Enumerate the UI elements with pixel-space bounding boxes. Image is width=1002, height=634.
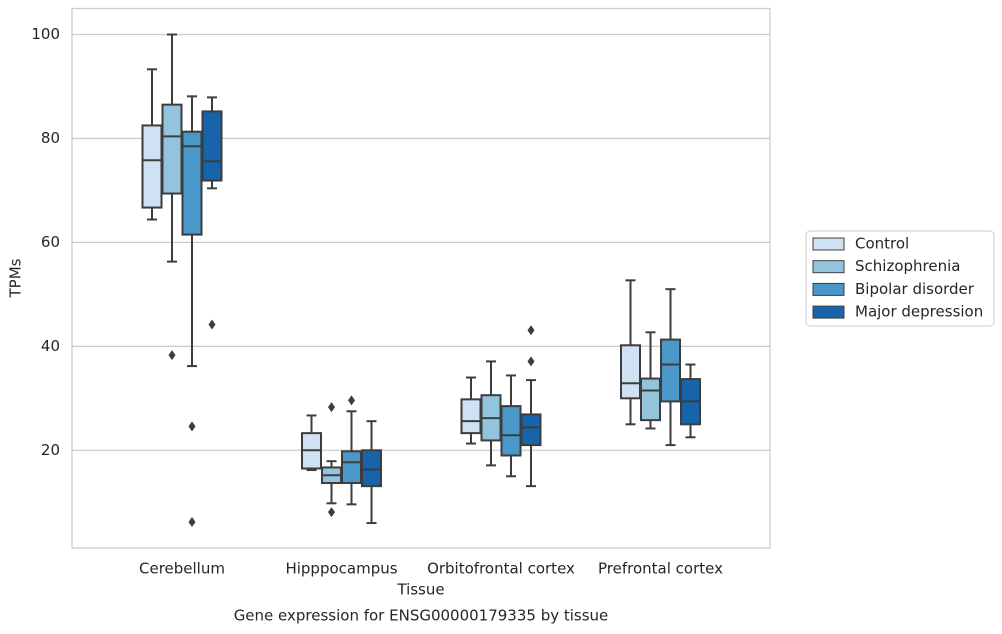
legend	[805, 230, 995, 327]
box	[640, 377, 661, 422]
box	[361, 449, 382, 488]
legend-swatch	[812, 282, 845, 296]
box	[201, 110, 223, 182]
x-tick-label: Cerebellum	[139, 560, 225, 578]
box	[500, 405, 522, 457]
box	[460, 398, 482, 435]
outlier	[527, 325, 535, 336]
box	[341, 450, 362, 485]
outlier	[208, 319, 216, 330]
plot-area	[71, 7, 771, 549]
outlier	[348, 395, 355, 406]
outlier	[168, 350, 176, 361]
y-tick-label: 40	[41, 337, 60, 355]
x-axis-label: Tissue	[396, 581, 444, 599]
outlier	[188, 517, 196, 528]
x-tick-label: Hipppocampus	[285, 560, 397, 578]
legend-label: Control	[855, 235, 909, 253]
box	[161, 103, 183, 195]
legend-swatch	[812, 305, 845, 319]
legend-swatch	[812, 237, 845, 251]
y-tick-label: 20	[41, 441, 60, 459]
chart-title: Gene expression for ENSG00000179335 by t…	[234, 607, 609, 625]
outlier	[188, 421, 196, 432]
y-tick-label: 80	[41, 129, 60, 147]
legend-swatch	[812, 260, 845, 274]
y-axis-label: TPMs	[7, 258, 25, 298]
legend-label: Schizophrenia	[855, 257, 960, 275]
box	[181, 130, 203, 236]
y-tick-label: 60	[41, 233, 60, 251]
x-tick-label: Prefrontal cortex	[598, 560, 723, 578]
box	[660, 338, 681, 403]
box	[141, 124, 163, 209]
legend-label: Major depression	[855, 303, 983, 321]
y-tick-label: 100	[31, 25, 60, 43]
outlier	[328, 402, 335, 413]
legend-label: Bipolar disorder	[855, 280, 975, 298]
outlier	[328, 507, 335, 518]
box	[620, 344, 641, 400]
box	[520, 413, 542, 447]
x-tick-label: Orbitofrontal cortex	[427, 560, 575, 578]
outlier	[527, 356, 535, 367]
